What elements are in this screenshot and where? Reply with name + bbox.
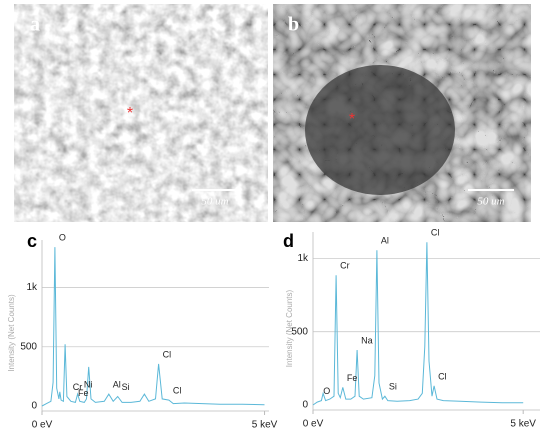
panel-label: b — [288, 14, 299, 36]
panel-label: d — [283, 231, 294, 251]
peak-label: Cl — [163, 349, 172, 359]
scale-bar-label: 50 um — [477, 196, 504, 208]
x-tick-label: 0 eV — [303, 419, 324, 430]
marker: * — [127, 105, 133, 122]
peak-label: Cl — [438, 371, 447, 381]
y-tick-label: 1k — [26, 282, 38, 293]
y-axis-label: Intensity (Net Counts) — [285, 289, 294, 367]
peak-label: Ni — [84, 380, 93, 390]
peak-label: Si — [389, 382, 397, 392]
y-axis-label: Intensity (Net Counts) — [7, 294, 16, 372]
y-tick-label: 1k — [297, 253, 309, 264]
y-tick-label: 500 — [291, 326, 308, 337]
crater — [305, 65, 455, 195]
peak-label: Cr — [73, 382, 83, 392]
peak-label: Al — [113, 380, 121, 390]
y-tick-label: 0 — [302, 400, 308, 411]
peak-label: Na — [361, 335, 373, 345]
peak-label: Fe — [78, 388, 89, 398]
marker: * — [349, 111, 355, 128]
panel-label: a — [30, 14, 40, 36]
peak-label: Cl — [431, 228, 440, 238]
y-tick-label: 0 — [31, 401, 37, 412]
image-texture — [14, 4, 268, 222]
peak-label: Cl — [173, 385, 182, 395]
peak-label: O — [59, 232, 66, 242]
spectrum-line — [41, 247, 265, 407]
peak-label: Si — [122, 382, 130, 392]
x-tick-label: 5 keV — [510, 419, 536, 430]
peak-label: Fe — [347, 373, 358, 383]
peak-label: Cr — [340, 261, 350, 271]
scale-bar-label: 50 um — [201, 196, 228, 208]
x-tick-label: 5 keV — [252, 420, 278, 431]
peak-label: Al — [381, 236, 389, 246]
panel-label: c — [27, 231, 37, 251]
sem-image-a: * a 50 um — [14, 4, 268, 222]
sem-image-b: * b 50 um — [273, 4, 531, 222]
spectrum-line — [312, 242, 524, 406]
x-tick-label: 0 eV — [32, 420, 53, 431]
y-tick-label: 500 — [20, 341, 37, 352]
peak-label: O — [323, 386, 330, 396]
